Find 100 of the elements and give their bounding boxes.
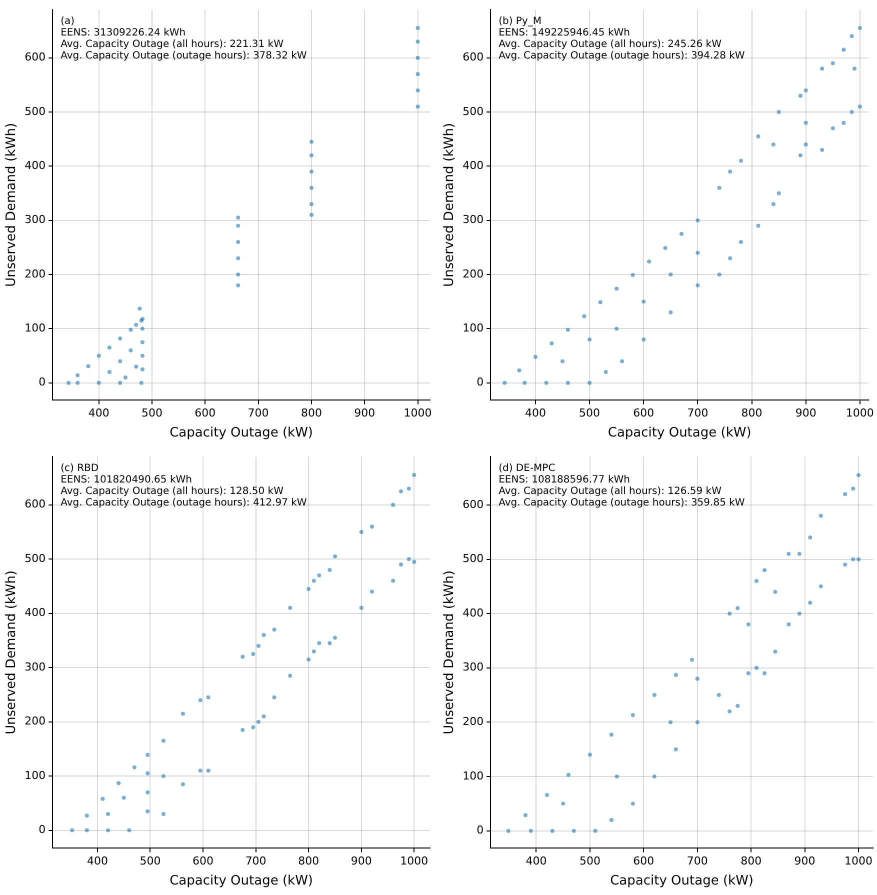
point [696, 283, 700, 288]
x-axis-title: Capacity Outage (kW) [608, 426, 752, 441]
x-tick-label: 600 [633, 854, 654, 868]
point [544, 380, 548, 385]
annotation: Avg. Capacity Outage (outage hours): 378.32 kW [60, 50, 307, 62]
x-tick-label: 700 [687, 406, 708, 420]
point [412, 473, 416, 478]
point [756, 224, 760, 228]
point [506, 828, 510, 833]
point [754, 578, 758, 583]
point [107, 346, 112, 350]
annotation: Avg. Capacity Outage (all hours): 245.26 kW [498, 39, 722, 50]
y-tick-label: 500 [24, 552, 46, 565]
point [756, 134, 760, 138]
point [550, 341, 554, 346]
point [106, 812, 110, 816]
point [309, 140, 314, 144]
point [256, 720, 260, 724]
point [118, 380, 122, 385]
point [858, 26, 862, 30]
point [309, 170, 314, 174]
point [652, 774, 656, 779]
point [398, 489, 403, 494]
point [306, 657, 311, 662]
point [180, 712, 185, 716]
point [309, 212, 314, 217]
point [843, 562, 848, 567]
point [140, 326, 144, 331]
point [856, 557, 860, 562]
y-tick-label: 300 [24, 660, 46, 674]
x-tick-label: 400 [86, 854, 108, 868]
point [851, 557, 856, 562]
point [412, 560, 416, 564]
point [134, 364, 138, 369]
point [679, 232, 684, 236]
x-axis-title: Capacity Outage (kW) [170, 874, 313, 889]
point [642, 338, 646, 342]
point [804, 88, 808, 92]
annotation: Avg. Capacity Outage (all hours): 221.31 kW [60, 39, 284, 50]
point [798, 153, 802, 158]
point [146, 752, 150, 757]
point [138, 306, 142, 311]
point [647, 260, 652, 264]
y-tick-label: 500 [462, 552, 484, 566]
point [251, 725, 256, 730]
point [582, 314, 586, 318]
point [776, 191, 781, 196]
y-tick-label: 100 [24, 322, 46, 335]
y-tick-label: 500 [462, 104, 484, 118]
y-tick-label: 600 [462, 50, 484, 64]
point [106, 828, 110, 832]
point [146, 790, 150, 794]
point [359, 530, 364, 534]
x-axis-title: Capacity Outage (kW) [610, 874, 754, 889]
point [856, 473, 860, 478]
y-tick-label: 200 [462, 267, 484, 280]
point [695, 676, 700, 681]
x-tick-label: 600 [192, 854, 214, 868]
x-axis-title: Capacity Outage (kW) [170, 426, 313, 441]
point [370, 524, 374, 529]
point [609, 732, 614, 737]
point [528, 828, 533, 833]
x-tick-label: 600 [194, 406, 216, 420]
point [808, 600, 812, 605]
point [652, 693, 656, 698]
point [391, 502, 396, 507]
point [332, 554, 337, 558]
point [161, 774, 166, 778]
point [852, 66, 857, 71]
y-tick-label: 300 [24, 213, 46, 226]
point [820, 148, 824, 152]
point [762, 568, 767, 572]
point [416, 40, 420, 44]
y-tick-label: 100 [462, 769, 484, 782]
x-tick-label: 1000 [400, 854, 428, 868]
point [736, 606, 740, 610]
point [524, 813, 528, 818]
point [696, 250, 700, 255]
point [517, 368, 522, 372]
x-tick-label: 900 [350, 854, 372, 868]
point [134, 322, 138, 327]
point [256, 644, 260, 648]
point [406, 486, 411, 491]
point [830, 61, 835, 66]
point [206, 768, 210, 773]
y-tick-label: 200 [24, 267, 46, 280]
y-tick-label: 0 [38, 376, 46, 389]
point [695, 720, 700, 724]
point [696, 218, 700, 222]
point [858, 104, 862, 109]
point [728, 256, 732, 260]
y-tick-label: 0 [476, 824, 484, 837]
point [797, 552, 802, 556]
annotation: Avg. Capacity Outage (all hours): 126.59 kW [498, 486, 722, 498]
point [560, 359, 565, 364]
point [76, 380, 80, 385]
point [96, 354, 101, 358]
x-tick-label: 800 [740, 854, 762, 868]
x-tick-label: 400 [524, 406, 546, 420]
x-tick-label: 700 [245, 854, 266, 868]
